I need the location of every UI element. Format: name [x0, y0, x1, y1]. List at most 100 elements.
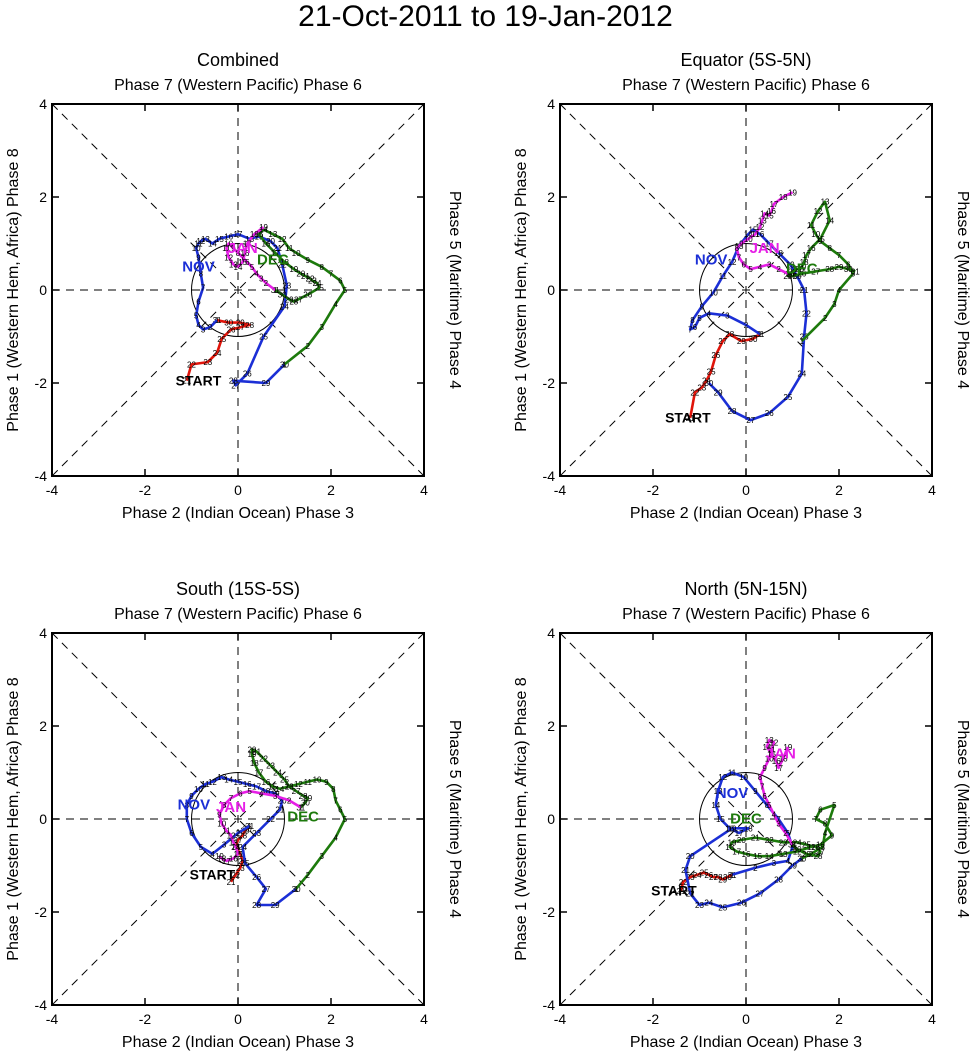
day-label: 2: [306, 871, 311, 880]
day-label: 20: [795, 265, 804, 274]
x-tick-label: -4: [46, 482, 59, 498]
day-label: 27: [746, 416, 755, 425]
day-label: 26: [227, 326, 236, 335]
month-label-dec: DEC: [730, 811, 762, 828]
day-label: 24: [213, 349, 222, 358]
day-label: 5: [767, 801, 772, 810]
day-label: 1: [730, 871, 735, 880]
series-line-oct: [185, 318, 251, 382]
day-label: 29: [737, 337, 746, 346]
day-label: 3: [319, 323, 324, 332]
day-label: 2: [776, 265, 781, 274]
y-tick-label: 4: [39, 625, 47, 641]
figure-title: 21-Oct-2011 to 19-Jan-2012: [298, 0, 673, 33]
diagonal-line: [51, 103, 425, 477]
x-tick-label: -4: [554, 482, 567, 498]
day-label: 20: [793, 272, 802, 281]
day-label: 18: [261, 787, 270, 796]
day-label: 8: [199, 270, 204, 279]
day-label: 1: [273, 286, 278, 295]
day-label: 3: [725, 312, 730, 321]
day-label: 19: [788, 188, 797, 197]
day-label: 5: [247, 787, 252, 796]
series-line-oct: [688, 332, 761, 419]
day-label: 3: [832, 300, 837, 309]
day-label: 19: [728, 824, 737, 833]
day-label: 30: [278, 291, 287, 300]
day-label: 1: [247, 822, 252, 831]
day-label: 26: [285, 782, 294, 791]
panel-3: North (5N-15N) Phase 7 (Western Pacific) …: [513, 579, 971, 1051]
right-axis-label: Phase 5 (Maritime) Phase 4: [446, 191, 463, 389]
day-label: 1: [215, 316, 220, 325]
day-label: 8: [236, 249, 241, 258]
bottom-axis-label: Phase 2 (Indian Ocean) Phase 3: [122, 505, 354, 522]
diagonal-line: [51, 632, 425, 1006]
day-label: 20: [686, 852, 695, 861]
day-label: 28: [289, 298, 298, 307]
day-label: 11: [807, 843, 816, 852]
day-label: 5: [748, 265, 753, 274]
day-label: 23: [686, 873, 695, 882]
day-label: 29: [802, 850, 811, 859]
day-label: 22: [187, 360, 196, 369]
day-label: 2: [208, 323, 213, 332]
day-label: 30: [243, 824, 252, 833]
y-tick-label: 2: [547, 189, 555, 205]
day-label: 6: [196, 298, 201, 307]
day-label: 26: [303, 291, 312, 300]
day-label: 17: [222, 857, 231, 866]
day-label: 14: [760, 209, 769, 218]
x-tick-label: -4: [46, 1011, 59, 1027]
left-axis-label: Phase 1 (Western Hem, Africa) Phase 8: [5, 148, 22, 431]
day-label: 6: [741, 260, 746, 269]
day-label: 7: [185, 815, 190, 824]
day-label: 26: [711, 351, 720, 360]
y-tick-label: 0: [547, 282, 555, 298]
top-axis-label: Phase 7 (Western Pacific) Phase 6: [622, 606, 870, 623]
series-line-dec: [250, 747, 347, 890]
day-label: 27: [292, 787, 301, 796]
day-label: 24: [702, 377, 711, 386]
day-label: 31: [245, 822, 254, 831]
day-label: 8: [734, 244, 739, 253]
left-axis-label: Phase 1 (Western Hem, Africa) Phase 8: [513, 677, 530, 960]
day-label: 24: [793, 838, 802, 847]
day-label: 5: [790, 843, 795, 852]
day-label: 10: [816, 841, 825, 850]
x-tick-label: 4: [928, 1011, 936, 1027]
day-label: 11: [751, 230, 760, 239]
day-label: 11: [222, 244, 231, 253]
day-label: 21: [227, 878, 236, 887]
day-label: 24: [273, 769, 282, 778]
y-tick-label: 0: [39, 282, 47, 298]
day-label: 18: [280, 258, 289, 267]
day-label: 27: [231, 381, 240, 390]
month-label-dec: DEC: [287, 808, 319, 825]
day-label: 17: [243, 240, 252, 249]
diagonal-line: [559, 632, 933, 1006]
day-label: 14: [744, 230, 753, 239]
month-label-dec: DEC: [257, 251, 289, 268]
day-label: 6: [693, 323, 698, 332]
day-label: 14: [208, 240, 217, 249]
day-label: 3: [776, 820, 781, 829]
day-label: 7: [688, 326, 693, 335]
day-label: 18: [725, 843, 734, 852]
day-label: 30: [704, 379, 713, 388]
day-label: 16: [243, 780, 252, 789]
day-label: 2: [264, 279, 269, 288]
y-tick-label: 2: [547, 718, 555, 734]
day-label: 14: [231, 843, 240, 852]
day-label: 12: [755, 223, 764, 232]
day-label: 13: [229, 838, 238, 847]
day-label: 15: [716, 815, 725, 824]
right-axis-label: Phase 5 (Maritime) Phase 4: [954, 191, 971, 389]
day-label: 9: [753, 787, 758, 796]
day-label: 4: [772, 810, 777, 819]
day-label: 4: [196, 321, 201, 330]
day-label: 2: [287, 796, 292, 805]
day-label: 1: [790, 841, 795, 850]
day-label: 15: [816, 235, 825, 244]
start-label: START: [651, 883, 697, 899]
